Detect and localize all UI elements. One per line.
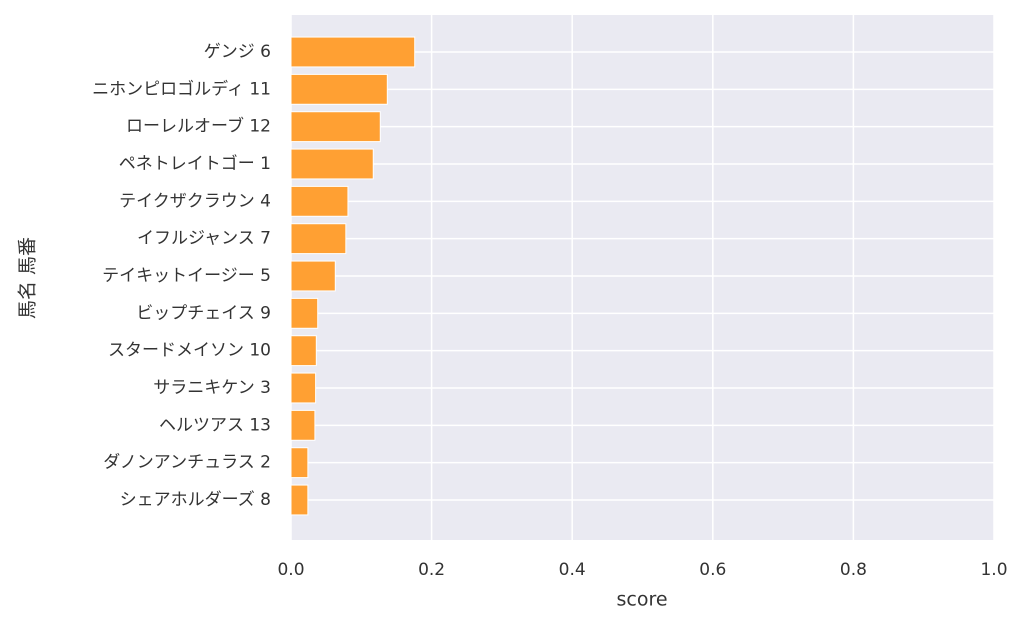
bar	[290, 36, 416, 68]
y-tick-label: ゲンジ 6	[204, 42, 271, 62]
y-tick-label: サラニキケン 3	[153, 378, 271, 398]
y-tick-label: ローレルオーブ 12	[126, 116, 271, 137]
bar	[290, 447, 309, 479]
y-tick-label: ニホンピロゴルディ 11	[92, 78, 271, 99]
y-tick-label: テイキットイージー 5	[102, 266, 271, 286]
bar	[290, 484, 309, 516]
x-tick-label: 1.0	[980, 560, 1007, 580]
bar	[290, 223, 347, 255]
x-tick-label: 0.8	[840, 560, 867, 580]
bar	[290, 111, 381, 143]
y-tick-label: ダノンアンチュラス 2	[103, 453, 271, 473]
y-tick-label: ペネトレイトゴー 1	[119, 153, 271, 174]
x-axis-label: score	[616, 589, 667, 611]
y-tick-label: テイクザクラウン 4	[119, 191, 271, 211]
x-tick-label: 0.0	[277, 560, 304, 580]
x-tick-label: 0.4	[559, 560, 586, 580]
y-tick-label: ビップチェイス 9	[136, 303, 271, 323]
bar	[290, 185, 349, 217]
x-tick-label: 0.2	[418, 560, 445, 580]
bar	[290, 260, 336, 292]
bar	[290, 409, 316, 441]
x-tick-label: 0.6	[699, 560, 726, 580]
y-tick-label: ヘルツアス 13	[159, 415, 271, 435]
plot-area	[291, 15, 994, 540]
bar	[290, 335, 317, 367]
bar	[290, 73, 388, 105]
y-tick-label: イフルジャンス 7	[137, 229, 271, 249]
y-tick-label: シェアホルダーズ 8	[120, 490, 271, 510]
bar	[290, 297, 319, 329]
bar	[290, 372, 317, 404]
bar	[290, 148, 374, 180]
y-tick-label: スタードメイソン 10	[108, 341, 271, 361]
y-axis-label: 馬名 馬番	[17, 237, 39, 319]
